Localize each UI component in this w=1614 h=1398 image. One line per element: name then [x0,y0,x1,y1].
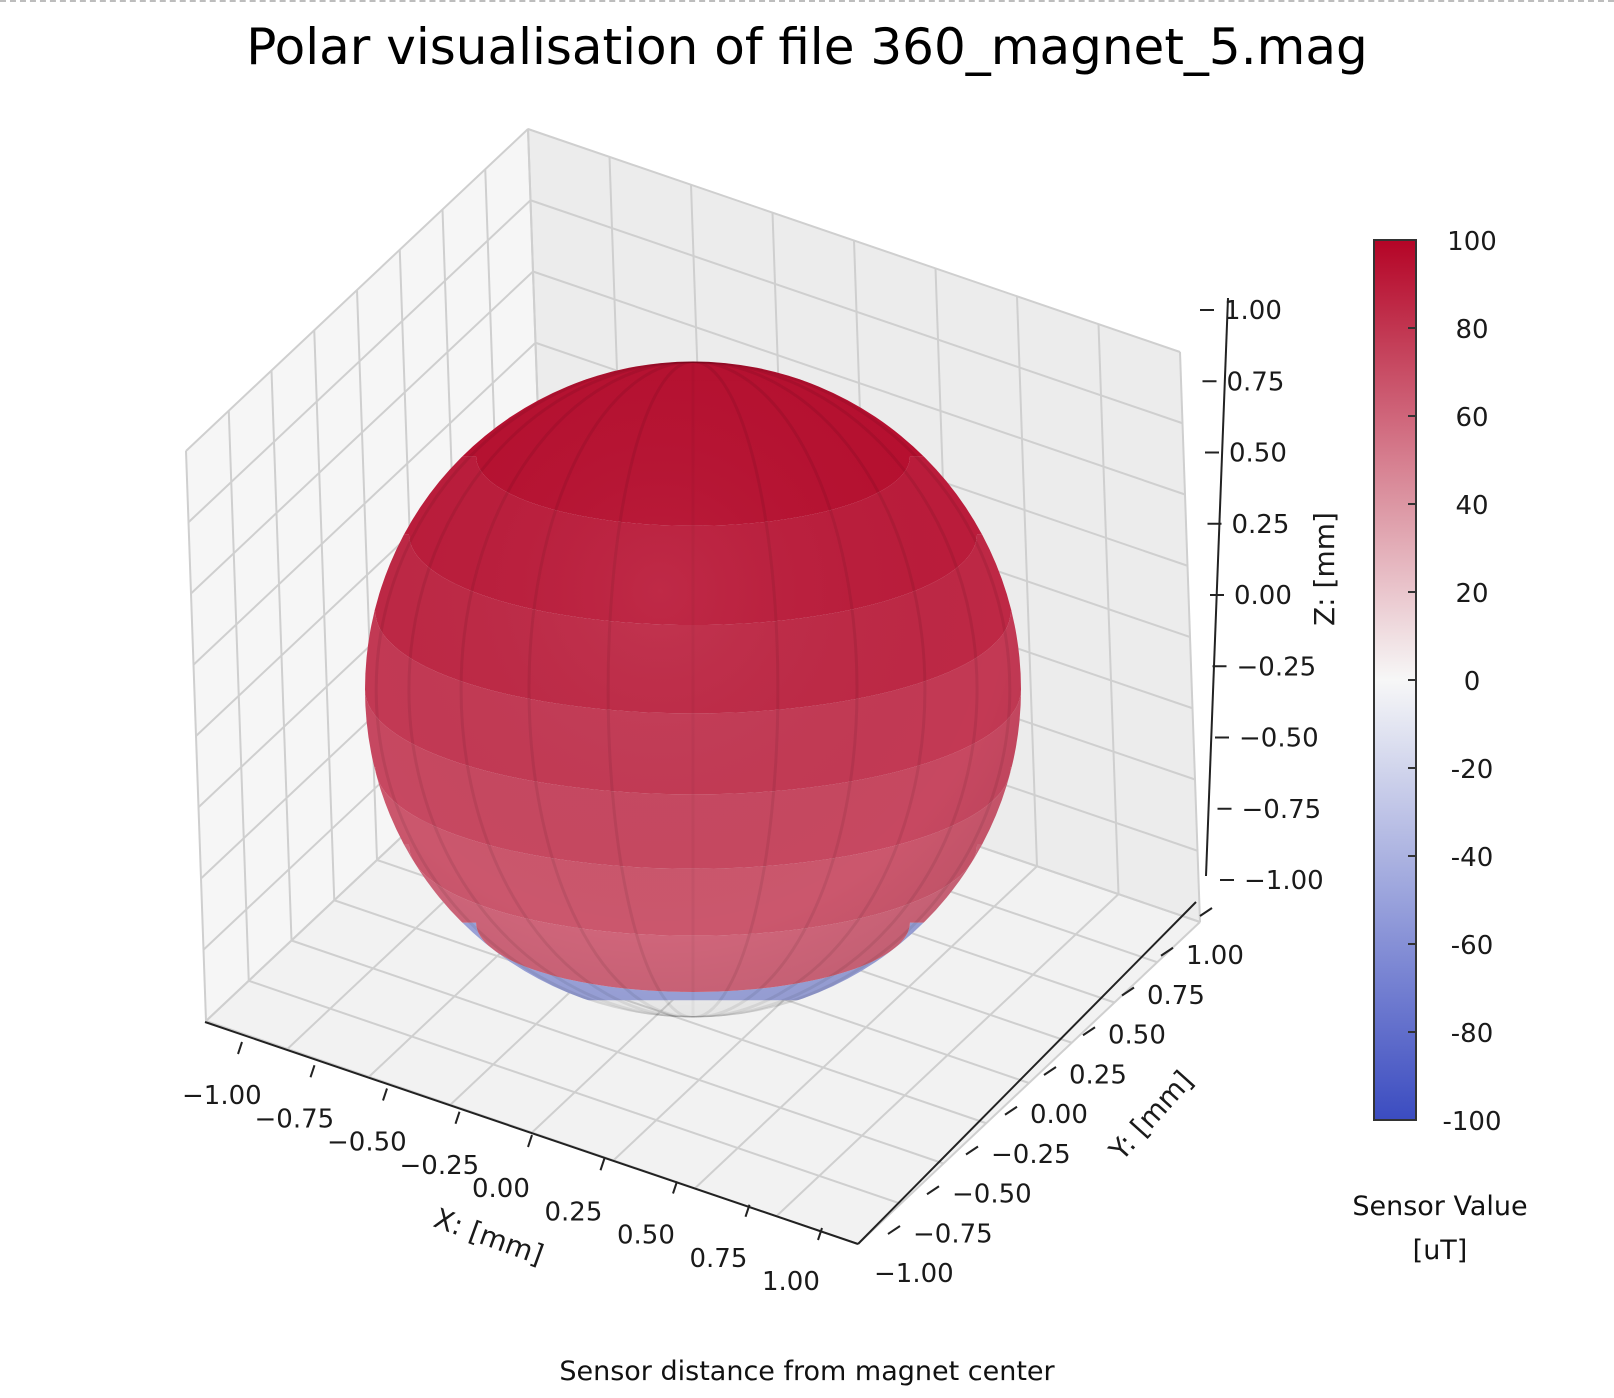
axis-ticks: −1.00−0.75−0.50−0.250.000.250.500.751.00… [182,296,1324,1297]
gridline-wall-z [190,270,534,595]
colorbar-tick-label: -60 [1451,931,1493,961]
colorbar-tick-label: -20 [1451,755,1493,785]
z-tick-label: 0.25 [1232,510,1290,540]
z-tick-label: 0.00 [1234,581,1292,611]
x-tick [672,1181,678,1194]
x-tick-label: 0.00 [472,1174,530,1204]
x-tick [599,1157,606,1171]
y-tick [1082,1026,1096,1037]
gridline-wall-z [192,342,537,666]
z-tick-label: 1.00 [1224,296,1282,326]
colorbar-tick-label: -40 [1451,843,1493,873]
z-tick-label: 0.50 [1229,439,1287,469]
colorbar-tick-label: 20 [1455,579,1488,609]
x-tick [382,1088,388,1101]
z-tick-label: −0.50 [1239,724,1319,754]
z-tick-label: −0.75 [1242,795,1322,825]
y-tick-label: 0.50 [1108,1021,1166,1051]
y-tick [965,1145,979,1156]
y-tick-label: 0.25 [1069,1060,1127,1090]
y-tick [887,1225,901,1235]
chart-title: Polar visualisation of file 360_magnet_5… [246,18,1368,76]
z-tick-label: −1.00 [1244,866,1324,896]
x-tick-label: 0.50 [617,1221,675,1251]
x-axis-line [204,1021,859,1245]
y-tick-label: −0.25 [991,1140,1071,1170]
x-tick [817,1227,823,1241]
y-tick-label: −0.75 [913,1219,993,1249]
gridline-wall-z [185,128,529,452]
colorbar-label: Sensor Value [uT] [1330,1185,1550,1273]
y-tick-label: 1.00 [1186,941,1244,971]
z-tick-label: −0.25 [1237,652,1317,682]
y-tick [1004,1105,1018,1116]
y-tick [926,1185,940,1196]
sphere-shading [365,361,1021,1018]
x-tick-label: 0.25 [545,1197,603,1227]
y-tick-label: −1.00 [874,1259,954,1289]
y-tick [1121,986,1135,997]
gridline-wall-z2 [532,270,1186,496]
colorbar: 100 80 60 40 20 0 -20 -40 -60 -80 -100 [1373,227,1502,1137]
y-tick [1199,907,1213,917]
x-tick-label: −1.00 [182,1081,262,1111]
x-tick [454,1111,461,1125]
x-tick-label: −0.25 [400,1151,480,1181]
y-tick-label: −0.50 [952,1180,1032,1210]
z-axis-label: Z: [mm] [1308,512,1341,626]
colorbar-tick-label: 100 [1447,227,1497,257]
y-tick [1160,946,1174,957]
colorbar-tick-label: 40 [1455,491,1488,521]
z-axis-line [1205,297,1229,877]
x-tick [309,1064,316,1078]
x-tick [527,1134,533,1148]
y-tick [1043,1066,1057,1076]
x-axis-label: X: [mm] [430,1202,548,1272]
x-tick-label: −0.50 [327,1128,407,1158]
x-tick [237,1041,243,1055]
top-dashed-border [0,0,1614,2]
x-tick-label: 0.75 [690,1244,748,1274]
gridline-wall-z [187,199,532,523]
colorbar-tick-label: 60 [1455,403,1488,433]
y-tick-label: 0.00 [1030,1100,1088,1130]
x-tick-label: −0.75 [255,1104,335,1134]
y-tick-label: 0.75 [1147,981,1205,1011]
y-axis-line [857,901,1197,1245]
colorbar-tick-label: 0 [1464,667,1481,697]
colorbar-label-line1: Sensor Value [1352,1191,1528,1222]
gridline-wall-z2 [530,199,1183,425]
colorbar-tick-label: -100 [1442,1107,1501,1137]
colorbar-tick-label: 80 [1455,315,1488,345]
footer-caption: Sensor distance from magnet center [559,1356,1055,1387]
x-tick-label: 1.00 [762,1267,820,1297]
colorbar-tick-label: -80 [1451,1019,1493,1049]
colorbar-label-line2: [uT] [1412,1235,1468,1266]
gridline-wall-z2 [527,128,1181,353]
z-tick-label: 0.75 [1227,367,1285,397]
